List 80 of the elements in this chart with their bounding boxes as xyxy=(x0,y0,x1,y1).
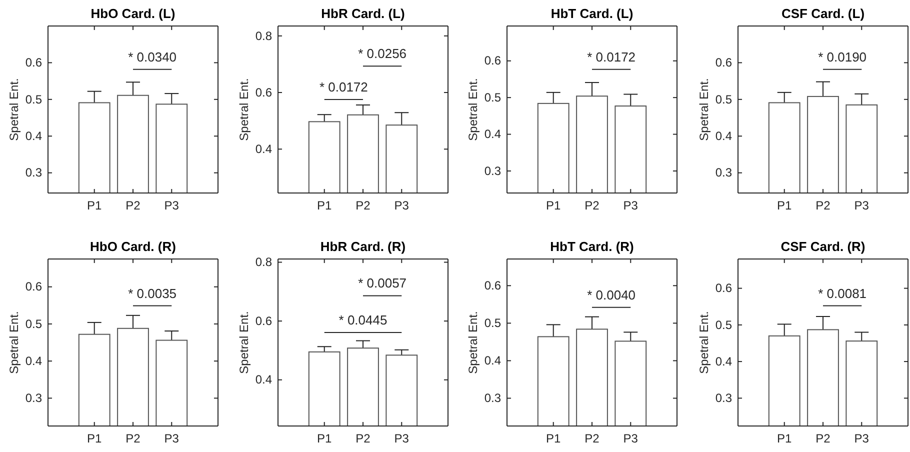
y-tick-label: 0.5 xyxy=(25,92,42,106)
x-tick-label: P2 xyxy=(584,432,600,446)
chart-title: HbO Card. (L) xyxy=(90,6,176,21)
y-tick-label: 0.5 xyxy=(25,316,42,331)
x-tick-label: P1 xyxy=(777,198,792,213)
y-tick-label: 0.3 xyxy=(25,166,42,180)
y-axis-title: Spetral Ent. xyxy=(466,78,480,141)
x-tick-label: P3 xyxy=(854,432,870,446)
x-tick-label: P3 xyxy=(394,432,410,446)
annotation: * 0.0172 xyxy=(587,49,636,64)
y-tick-label: 0.4 xyxy=(255,142,272,156)
y-tick-label: 0.3 xyxy=(25,391,42,406)
annotation: * 0.0035 xyxy=(128,286,177,301)
y-tick-label: 0.4 xyxy=(484,127,502,142)
y-axis-title: Spetral Ent. xyxy=(7,311,21,374)
y-tick-label: 0.5 xyxy=(715,318,732,332)
x-tick-label: P3 xyxy=(623,432,638,446)
y-tick-label: 0.6 xyxy=(255,85,272,100)
y-axis-title: Spetral Ent. xyxy=(466,311,480,374)
y-tick-label: 0.5 xyxy=(484,90,502,104)
y-tick-label: 0.6 xyxy=(715,281,732,296)
x-tick-label: P2 xyxy=(126,198,141,213)
y-tick-label: 0.3 xyxy=(484,164,502,178)
x-tick-label: P2 xyxy=(356,432,371,446)
chart-title: HbR Card. (L) xyxy=(321,6,405,21)
annotation: * 0.0081 xyxy=(818,286,867,301)
y-tick-label: 0.8 xyxy=(255,255,272,270)
chart-title: CSF Card. (L) xyxy=(781,6,865,21)
y-tick-label: 0.3 xyxy=(715,166,732,180)
chart-title: HbT Card. (R) xyxy=(550,239,634,254)
y-tick-label: 0.5 xyxy=(715,92,732,106)
annotation: * 0.0340 xyxy=(128,49,177,64)
y-tick-label: 0.6 xyxy=(484,54,502,68)
y-tick-label: 0.6 xyxy=(25,56,42,70)
y-tick-label: 0.6 xyxy=(25,280,42,294)
annotation: * 0.0040 xyxy=(587,287,636,302)
x-tick-label: P1 xyxy=(546,198,562,213)
x-tick-label: P1 xyxy=(777,432,792,446)
x-tick-label: P1 xyxy=(317,198,332,213)
y-tick-label: 0.3 xyxy=(715,391,732,406)
annotation: * 0.0190 xyxy=(818,49,867,64)
x-tick-label: P2 xyxy=(126,432,141,446)
y-axis-title: Spetral Ent. xyxy=(697,78,711,141)
x-tick-label: P2 xyxy=(584,198,600,213)
x-tick-label: P2 xyxy=(816,198,831,213)
x-tick-label: P2 xyxy=(356,198,371,213)
y-tick-label: 0.4 xyxy=(715,128,732,143)
x-tick-label: P3 xyxy=(623,198,638,213)
chart-title: HbO Card. (R) xyxy=(90,239,176,254)
annotation: * 0.0057 xyxy=(358,276,407,291)
y-tick-label: 0.4 xyxy=(715,354,732,368)
chart-title: HbR Card. (R) xyxy=(320,239,406,254)
y-axis-title: Spetral Ent. xyxy=(7,78,21,141)
x-tick-label: P1 xyxy=(546,432,562,446)
x-tick-label: P1 xyxy=(87,198,102,213)
x-tick-label: P3 xyxy=(854,198,870,213)
y-tick-label: 0.3 xyxy=(484,391,502,406)
y-tick-label: 0.6 xyxy=(715,56,732,70)
x-tick-label: P3 xyxy=(164,432,180,446)
x-tick-label: P3 xyxy=(164,198,180,213)
y-tick-label: 0.6 xyxy=(255,314,272,328)
chart-title: CSF Card. (R) xyxy=(780,239,866,254)
annotation: * 0.0172 xyxy=(319,79,368,94)
x-tick-label: P3 xyxy=(394,198,410,213)
x-tick-label: P1 xyxy=(317,432,332,446)
y-tick-label: 0.8 xyxy=(255,28,272,43)
y-axis-title: Spetral Ent. xyxy=(237,311,251,374)
y-tick-label: 0.4 xyxy=(25,128,42,143)
y-tick-label: 0.6 xyxy=(484,278,502,292)
y-tick-label: 0.5 xyxy=(484,316,502,330)
y-tick-label: 0.4 xyxy=(484,354,502,368)
y-axis-title: Spetral Ent. xyxy=(697,311,711,374)
x-tick-label: P1 xyxy=(87,432,102,446)
chart-title: HbT Card. (L) xyxy=(550,6,634,21)
y-axis-title: Spetral Ent. xyxy=(237,78,251,141)
y-tick-label: 0.4 xyxy=(255,372,272,387)
annotation: * 0.0256 xyxy=(358,46,407,62)
y-tick-label: 0.4 xyxy=(25,354,42,368)
annotation: * 0.0445 xyxy=(338,312,388,328)
x-tick-label: P2 xyxy=(816,432,831,446)
